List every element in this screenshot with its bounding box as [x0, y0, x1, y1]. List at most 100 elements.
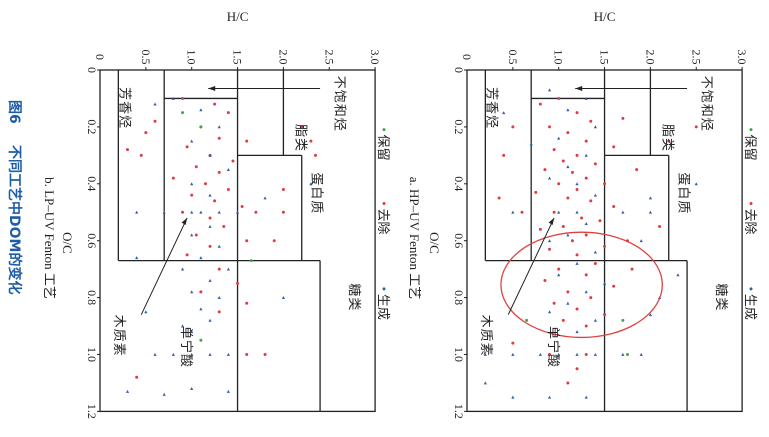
removed-point	[589, 296, 593, 300]
removed-point	[584, 353, 588, 356]
generated-point	[226, 167, 230, 171]
generated-point	[226, 352, 230, 356]
retained-point	[625, 353, 629, 356]
y-tick-label: 2.0	[643, 50, 657, 65]
removed-point	[621, 116, 625, 120]
region-label: 脂类	[661, 124, 676, 152]
legend-label: 生成	[743, 294, 758, 320]
region-label: 脂类	[294, 124, 309, 152]
generated-point	[648, 313, 652, 317]
generated-point	[144, 310, 148, 314]
removed-point	[552, 148, 556, 152]
removed-point	[589, 119, 593, 123]
generated-point	[621, 210, 625, 214]
removed-point	[222, 224, 226, 228]
lignin-arrow-line	[140, 217, 188, 315]
removed-point	[570, 239, 574, 243]
removed-point	[561, 159, 565, 163]
generated-point	[593, 352, 597, 356]
y-tick-label: 1.0	[552, 50, 566, 65]
x-axis-label: O/C	[60, 232, 75, 254]
legend-label: 保留	[743, 135, 758, 161]
removed-point	[566, 290, 570, 294]
generated-point	[208, 224, 212, 228]
removed-point	[213, 199, 217, 203]
removed-point	[557, 182, 561, 186]
removed-point	[584, 233, 588, 237]
generated-point	[135, 256, 139, 260]
region-label: 木质素	[112, 315, 127, 357]
generated-point	[584, 395, 588, 399]
plot-b-lp-uv-fenton: 0 0.2 0.4 0.6 0.8 1.0 1.2 0.5 1.0 1.5 2.0 2.5 3.0 0 H/…	[42, 9, 391, 419]
x-tick-label: 1.0	[452, 347, 466, 362]
generated-point	[153, 352, 157, 356]
generated-point	[593, 318, 597, 322]
generated-point	[575, 352, 579, 356]
removed-point	[566, 381, 570, 385]
generated-point	[217, 125, 221, 129]
plot-a-hp-uv-fenton: 0 0.2 0.4 0.6 0.8 1.0 1.2 0.5 1.0 1.5 2.0 2.5 3.0 0 H/…	[407, 9, 758, 419]
generated-point	[511, 210, 515, 214]
removed-point	[194, 233, 198, 237]
legend-label: 去除	[743, 209, 758, 235]
generated-point	[125, 389, 130, 393]
generated-point	[511, 395, 515, 399]
removed-point	[254, 210, 258, 214]
generated-point	[180, 267, 185, 271]
removed-point	[612, 284, 616, 288]
removed-point	[589, 199, 593, 203]
legend-label: 保留	[376, 135, 391, 161]
generated-point	[208, 352, 212, 356]
removed-point	[593, 162, 597, 166]
removed-point	[213, 102, 217, 106]
unsaturated-arrow-head	[575, 85, 583, 91]
removed-point	[658, 224, 662, 228]
generated-point	[208, 318, 212, 322]
generated-point	[208, 193, 212, 197]
removed-point	[245, 139, 249, 143]
removed-point	[217, 136, 221, 140]
removed-point	[630, 267, 634, 271]
retained-point	[181, 111, 185, 115]
unsaturated-arrow-head	[208, 85, 216, 91]
generated-point	[135, 210, 139, 214]
generated-point	[217, 244, 221, 248]
legend-marker	[382, 287, 386, 291]
removed-point	[511, 125, 515, 129]
y-tick-label: 1.0	[185, 50, 199, 65]
y-tick-label: 0	[93, 54, 107, 60]
generated-point	[190, 330, 194, 334]
removed-point	[566, 196, 570, 200]
generated-point	[171, 352, 175, 356]
legend-marker	[749, 287, 753, 291]
generated-point	[190, 387, 194, 391]
x-tick-label: 0.8	[452, 290, 466, 305]
removed-point	[208, 216, 212, 220]
region-label: 不饱和烃	[332, 76, 347, 132]
generated-point	[483, 352, 487, 356]
generated-point	[547, 310, 552, 314]
removed-point	[557, 267, 561, 271]
removed-point	[543, 279, 547, 283]
generated-point	[199, 108, 203, 112]
y-tick-label: 0.5	[139, 50, 153, 65]
removed-point	[139, 153, 143, 157]
y-axis-label: H/C	[594, 9, 616, 24]
generated-point	[190, 139, 194, 143]
generated-point	[217, 296, 221, 299]
legend-marker	[749, 202, 753, 206]
generated-point	[575, 210, 579, 214]
caption-figure-number: 图6	[6, 100, 22, 124]
legend-marker	[382, 202, 386, 206]
removed-point	[226, 187, 230, 191]
generated-point	[281, 296, 285, 299]
removed-point	[538, 227, 542, 231]
y-tick-label: 0.5	[506, 50, 520, 65]
removed-point	[694, 125, 698, 129]
removed-point	[593, 261, 597, 265]
retained-point	[199, 125, 203, 129]
y-tick-label: 1.5	[598, 50, 612, 65]
removed-point	[185, 145, 189, 149]
legend-marker	[382, 128, 386, 132]
